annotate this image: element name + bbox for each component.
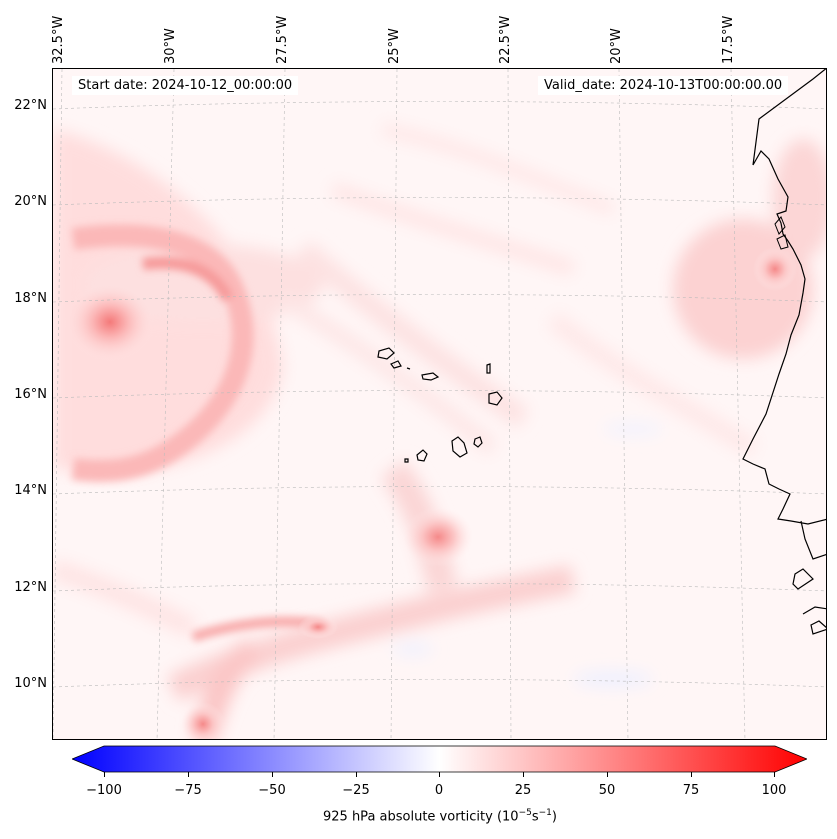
vortex-center-northeast <box>753 247 797 291</box>
lon-label-22-5w: 22.5°W <box>498 15 513 64</box>
lon-label-20w: 20°W <box>609 28 624 64</box>
lat-label-18n: 18°N <box>14 291 47 306</box>
cb-tick-label: −25 <box>342 783 370 798</box>
cb-tickmark <box>523 772 524 777</box>
lon-label-32-5w: 32.5°W <box>51 15 66 64</box>
african-coastline <box>742 69 826 635</box>
cb-tick-label: −100 <box>86 783 122 798</box>
cb-tickmark <box>188 772 189 777</box>
cb-tick-label: 100 <box>761 783 787 798</box>
cb-tick-label: −50 <box>258 783 286 798</box>
lat-label-22n: 22°N <box>14 98 47 113</box>
coastline-detail <box>774 216 789 250</box>
cb-tick-label: 0 <box>434 783 444 798</box>
cb-tickmark <box>272 772 273 777</box>
cb-tickmark <box>607 772 608 777</box>
cape-verde-islands <box>377 347 503 463</box>
cb-tick-label: 25 <box>514 783 532 798</box>
lat-label-20n: 20°N <box>14 194 47 209</box>
cb-tick-label: −75 <box>174 783 202 798</box>
cb-tickmark <box>356 772 357 777</box>
graticule <box>53 69 826 739</box>
lat-label-10n: 10°N <box>14 676 47 691</box>
lon-label-27-5w: 27.5°W <box>275 15 290 64</box>
lat-label-12n: 12°N <box>14 580 47 595</box>
lon-label-25w: 25°W <box>387 28 402 64</box>
vortex-center-south <box>403 507 473 567</box>
vortex-center-west <box>65 282 155 362</box>
cb-tick-label: 50 <box>598 783 616 798</box>
map-canvas <box>53 69 826 739</box>
cb-tick-label: 75 <box>682 783 700 798</box>
lon-label-30w: 30°W <box>163 28 178 64</box>
cb-tickmark <box>439 772 440 777</box>
vortex-center-band <box>298 615 338 639</box>
start-date-label: Start date: 2024-10-12_00:00:00 <box>72 76 299 95</box>
colorbar <box>72 745 807 773</box>
valid-date-label: Valid_date: 2024-10-13T00:00:00.00 <box>538 76 789 95</box>
lon-label-17-5w: 17.5°W <box>721 15 736 64</box>
cb-tickmark <box>774 772 775 777</box>
colorbar-label: 925 hPa absolute vorticity (10−5s−1) <box>323 808 557 825</box>
cb-tickmark <box>104 772 105 777</box>
vortex-center-southwest <box>181 702 225 739</box>
vorticity-map[interactable] <box>52 68 827 740</box>
cb-tickmark <box>691 772 692 777</box>
lat-label-16n: 16°N <box>14 387 47 402</box>
lat-label-14n: 14°N <box>14 483 47 498</box>
